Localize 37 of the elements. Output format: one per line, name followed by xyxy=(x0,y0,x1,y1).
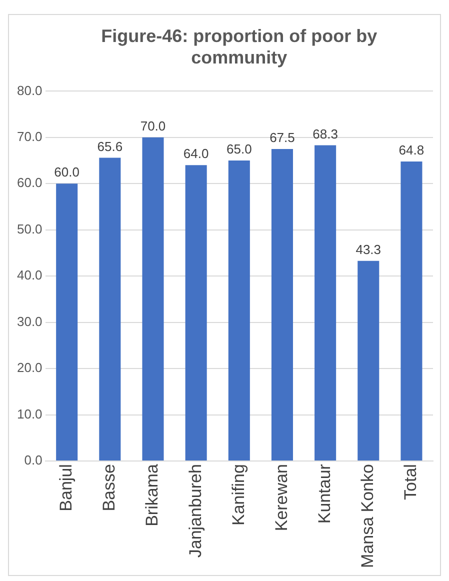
y-tick-label: 40.0 xyxy=(16,268,42,283)
data-label: 68.3 xyxy=(312,126,338,142)
data-label: 70.0 xyxy=(140,118,166,134)
y-tick-label: 50.0 xyxy=(16,221,42,236)
y-tick-label: 20.0 xyxy=(16,360,42,376)
x-tick-label: Kerewan xyxy=(272,464,291,532)
x-tick-label: Janjanbureh xyxy=(186,464,205,558)
x-tick-label: Total xyxy=(401,464,420,500)
x-tick-label: Kuntaur xyxy=(314,464,334,524)
data-label: 64.8 xyxy=(398,142,424,158)
data-label: 67.5 xyxy=(270,130,295,146)
y-tick-label: 0.0 xyxy=(24,452,42,468)
y-tick-label: 10.0 xyxy=(16,406,42,422)
data-label: 65.6 xyxy=(97,138,123,154)
bar xyxy=(271,148,293,461)
bar xyxy=(228,160,250,461)
chart-title: Figure-46: proportion of poor by community xyxy=(101,26,378,68)
data-label: 65.0 xyxy=(226,142,252,157)
data-label: 60.0 xyxy=(54,164,80,180)
x-tick-label: Basse xyxy=(100,464,119,512)
data-label: 64.0 xyxy=(183,146,209,162)
bar xyxy=(314,145,336,461)
data-label: 43.3 xyxy=(356,242,382,257)
bar xyxy=(56,184,78,461)
x-tick-label: Banjul xyxy=(56,464,76,512)
bar xyxy=(142,137,164,461)
y-tick-label: 80.0 xyxy=(16,82,42,98)
x-tick-label: Mansa Konko xyxy=(358,464,378,568)
bar xyxy=(400,161,422,461)
x-tick-label: Brikama xyxy=(142,464,162,526)
y-tick-label: 70.0 xyxy=(16,129,42,144)
bar xyxy=(99,158,121,461)
bar xyxy=(358,260,380,461)
x-tick-label: Kanifing xyxy=(228,464,248,526)
bar xyxy=(185,165,207,461)
y-tick-label: 30.0 xyxy=(16,314,42,329)
y-tick-label: 60.0 xyxy=(16,175,42,190)
